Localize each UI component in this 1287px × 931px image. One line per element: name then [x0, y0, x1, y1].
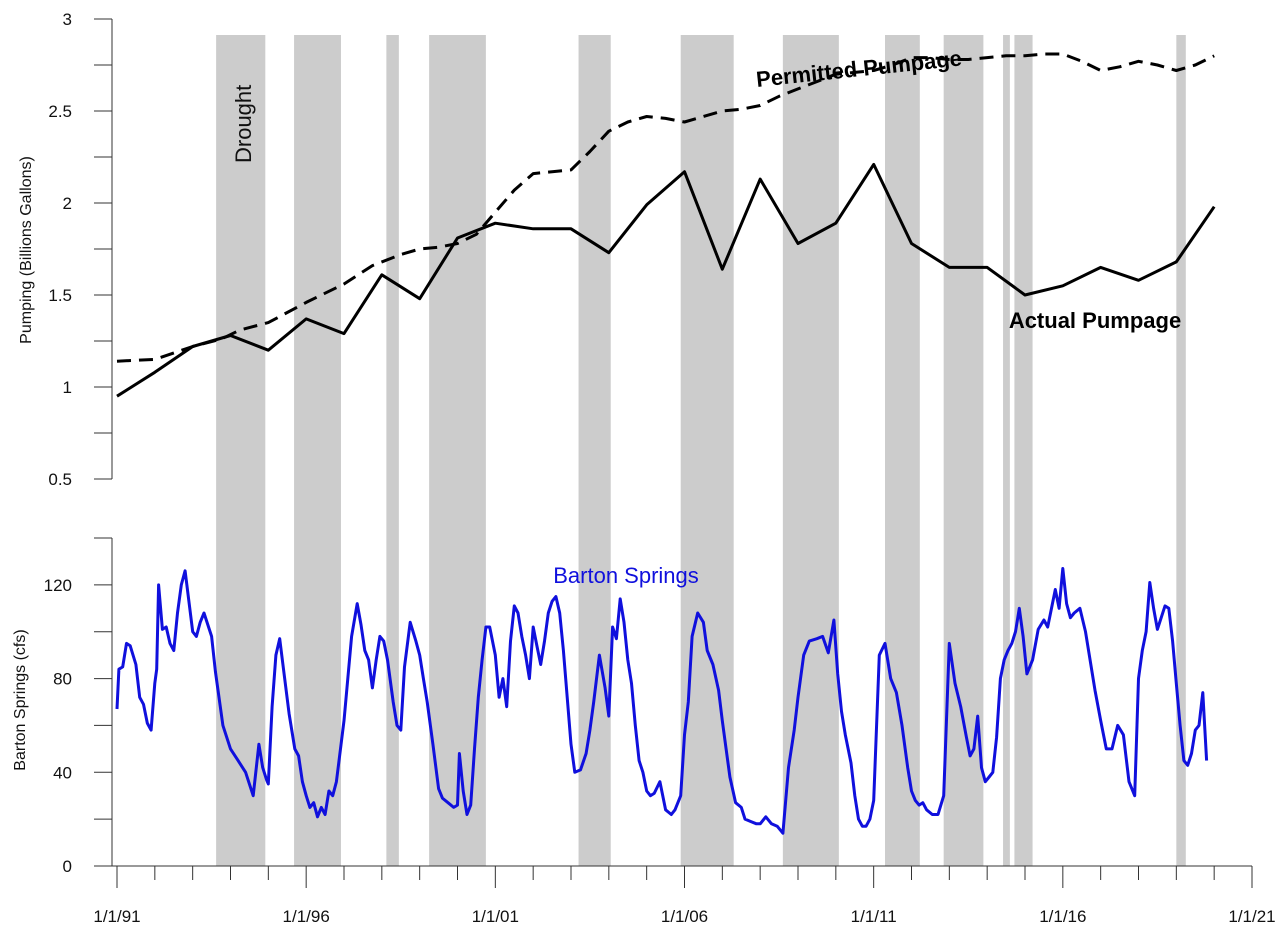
pumping-y-tick-label: 2	[63, 194, 72, 213]
drought-bands	[216, 35, 1186, 866]
drought-band	[1176, 35, 1186, 866]
springs-y-tick-label: 80	[53, 670, 72, 689]
pumping-y-tick-label: 0.5	[48, 470, 72, 489]
drought-band	[386, 35, 399, 866]
actual-pumpage-label: Actual Pumpage	[1009, 308, 1181, 333]
drought-band	[1014, 35, 1033, 866]
barton-springs-line	[115, 567, 1209, 835]
pumping-axis-title: Pumping (Billions Gallons)	[18, 156, 35, 344]
drought-band	[943, 35, 984, 866]
springs-y-tick-label: 40	[53, 763, 72, 782]
barton-springs-label: Barton Springs	[553, 563, 699, 588]
drought-band	[1003, 35, 1010, 866]
drought-band	[782, 35, 839, 866]
drought-band	[680, 35, 734, 866]
springs-axis-title: Barton Springs (cfs)	[12, 629, 29, 770]
x-tick-label: 1/1/16	[1039, 907, 1086, 926]
x-tick-label: 1/1/96	[283, 907, 330, 926]
drought-band	[578, 35, 611, 866]
x-tick-label: 1/1/06	[661, 907, 708, 926]
series-layer	[115, 52, 1216, 835]
x-tick-label: 1/1/21	[1228, 907, 1275, 926]
drought-band	[885, 35, 920, 866]
drought-band	[429, 35, 486, 866]
permitted-pumpage-line	[116, 52, 1215, 363]
pumping-y-tick-label: 2.5	[48, 102, 72, 121]
x-tick-label: 1/1/01	[472, 907, 519, 926]
x-tick-label: 1/1/11	[851, 907, 897, 926]
pumping-y-tick-label: 1.5	[48, 286, 72, 305]
pumping-y-tick-label: 1	[63, 378, 72, 397]
actual-pumpage-line	[116, 162, 1216, 398]
drought-label: Drought	[231, 85, 256, 163]
drought-band	[294, 35, 341, 866]
x-tick-label: 1/1/91	[93, 907, 140, 926]
pumping-y-tick-label: 3	[63, 10, 72, 29]
axes: 0.5 1 1.5 2 2.5 3 0 40 80 120 1/1/91 1/1/96 1/1/01 1/…	[44, 10, 1276, 926]
springs-y-tick-label: 120	[44, 576, 72, 595]
springs-y-tick-label: 0	[63, 857, 72, 876]
